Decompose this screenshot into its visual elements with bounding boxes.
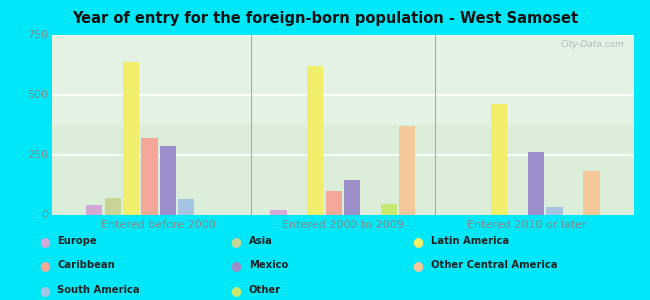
Text: ●: ● bbox=[231, 235, 242, 248]
Bar bbox=[178, 199, 194, 214]
Text: ●: ● bbox=[413, 235, 424, 248]
Bar bbox=[52, 34, 634, 124]
Bar bbox=[86, 205, 103, 214]
Text: Other Central America: Other Central America bbox=[431, 260, 558, 271]
Text: Asia: Asia bbox=[249, 236, 273, 247]
Bar bbox=[491, 104, 508, 214]
Text: Europe: Europe bbox=[57, 236, 97, 247]
Text: Year of entry for the foreign-born population - West Samoset: Year of entry for the foreign-born popul… bbox=[72, 11, 578, 26]
Text: ●: ● bbox=[231, 284, 242, 297]
Bar bbox=[270, 210, 287, 214]
Text: Other: Other bbox=[249, 285, 281, 296]
Bar bbox=[160, 146, 176, 214]
Text: Mexico: Mexico bbox=[249, 260, 288, 271]
Text: ●: ● bbox=[231, 259, 242, 272]
Bar bbox=[123, 62, 139, 214]
Text: ●: ● bbox=[413, 259, 424, 272]
Bar bbox=[142, 138, 158, 214]
Text: South America: South America bbox=[57, 285, 140, 296]
Text: City-Data.com: City-Data.com bbox=[561, 40, 625, 49]
Bar bbox=[326, 190, 342, 214]
Bar bbox=[547, 207, 563, 214]
Text: ●: ● bbox=[39, 259, 50, 272]
Text: ●: ● bbox=[39, 235, 50, 248]
Text: ●: ● bbox=[39, 284, 50, 297]
Text: Caribbean: Caribbean bbox=[57, 260, 115, 271]
Bar bbox=[583, 171, 599, 214]
Bar bbox=[381, 204, 397, 214]
Text: Latin America: Latin America bbox=[431, 236, 509, 247]
Bar bbox=[528, 152, 544, 214]
Bar bbox=[307, 66, 323, 214]
Bar bbox=[105, 198, 121, 214]
Bar bbox=[52, 124, 634, 214]
Bar bbox=[399, 126, 415, 214]
Bar bbox=[344, 180, 360, 214]
